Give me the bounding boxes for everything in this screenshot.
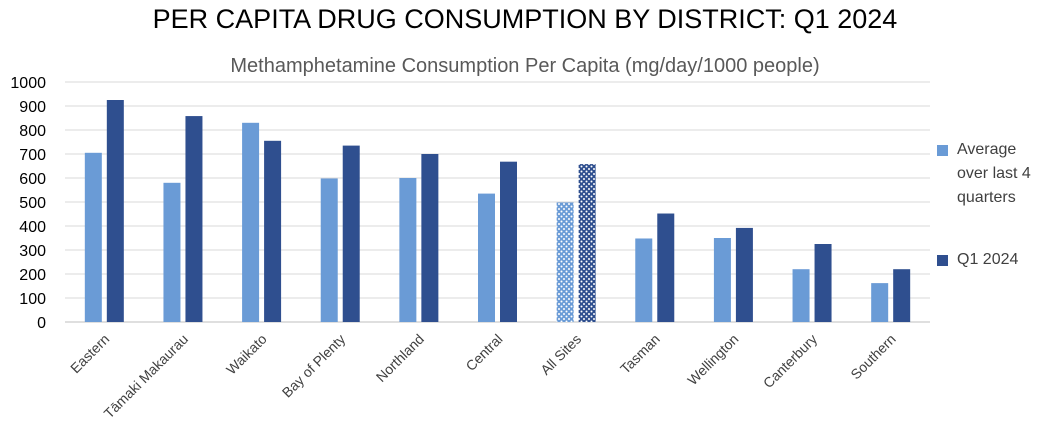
legend-item-average: Average over last 4 quarters: [937, 138, 1047, 210]
bar-q1-2024: [735, 227, 753, 322]
bar-q1-2024: [185, 116, 203, 322]
y-tick-label: 300: [19, 243, 46, 260]
bar-q1-2024: [657, 213, 675, 322]
x-tick-label: Northland: [373, 331, 427, 385]
x-tick-label: Bay of Plenty: [279, 331, 349, 401]
y-axis: 0 100 200 300 400 500 600 700 800 900 1000: [10, 75, 46, 332]
x-tick-label: Tasman: [617, 331, 663, 377]
y-tick-label: 900: [19, 99, 46, 116]
y-tick-label: 400: [19, 219, 46, 236]
bar-q1-2024: [264, 140, 282, 322]
x-tick-label: Tāmaki Makaurau: [101, 331, 192, 422]
bar-q1-2024: [342, 145, 360, 322]
bar-average: [478, 193, 495, 322]
y-tick-label: 100: [19, 291, 46, 308]
x-tick-label: All Sites: [537, 331, 584, 378]
legend-item-q1-2024: Q1 2024: [937, 248, 1047, 272]
bar-average: [320, 178, 338, 322]
legend-label-q1-2024: Q1 2024: [957, 251, 1019, 268]
bar-series: [84, 100, 911, 322]
y-tick-label: 200: [19, 267, 46, 284]
x-tick-label: Canterbury: [760, 331, 820, 391]
y-tick-label: 1000: [10, 75, 46, 92]
y-tick-label: 600: [19, 171, 46, 188]
y-tick-label: 800: [19, 123, 46, 140]
bar-average: [163, 182, 181, 322]
bar-q1-2024: [814, 244, 832, 322]
x-tick-label: Wellington: [684, 331, 741, 388]
bar-average: [713, 238, 731, 322]
y-tick-label: 700: [19, 147, 46, 164]
chart-title: PER CAPITA DRUG CONSUMPTION BY DISTRICT:…: [152, 4, 898, 34]
bar-q1-2024: [578, 164, 596, 322]
bar-q1-2024: [421, 154, 439, 322]
bar-average: [871, 283, 889, 322]
x-tick-label: Southern: [847, 331, 898, 382]
legend-swatch-q1-2024: [937, 255, 948, 266]
bar-average: [399, 178, 417, 322]
bar-average: [84, 152, 102, 322]
legend-label-average: Average over last 4 quarters: [957, 141, 1031, 206]
y-tick-label: 500: [19, 195, 46, 212]
bar-q1-2024: [893, 269, 911, 322]
x-tick-label: Waikato: [223, 331, 270, 378]
chart-subtitle: Methamphetamine Consumption Per Capita (…: [230, 55, 820, 77]
legend: Average over last 4 quarters Q1 2024: [937, 138, 1047, 272]
bar-average: [242, 122, 260, 322]
bar-q1-2024: [500, 161, 517, 322]
bar-average: [556, 202, 574, 322]
legend-swatch-average: [937, 145, 948, 156]
bar-average: [635, 238, 653, 322]
x-tick-label: Eastern: [67, 331, 112, 376]
gridlines: [65, 81, 930, 323]
y-tick-label: 0: [37, 315, 46, 332]
x-tick-label: Central: [462, 331, 505, 374]
bar-average: [792, 269, 810, 322]
bar-q1-2024: [106, 100, 124, 322]
